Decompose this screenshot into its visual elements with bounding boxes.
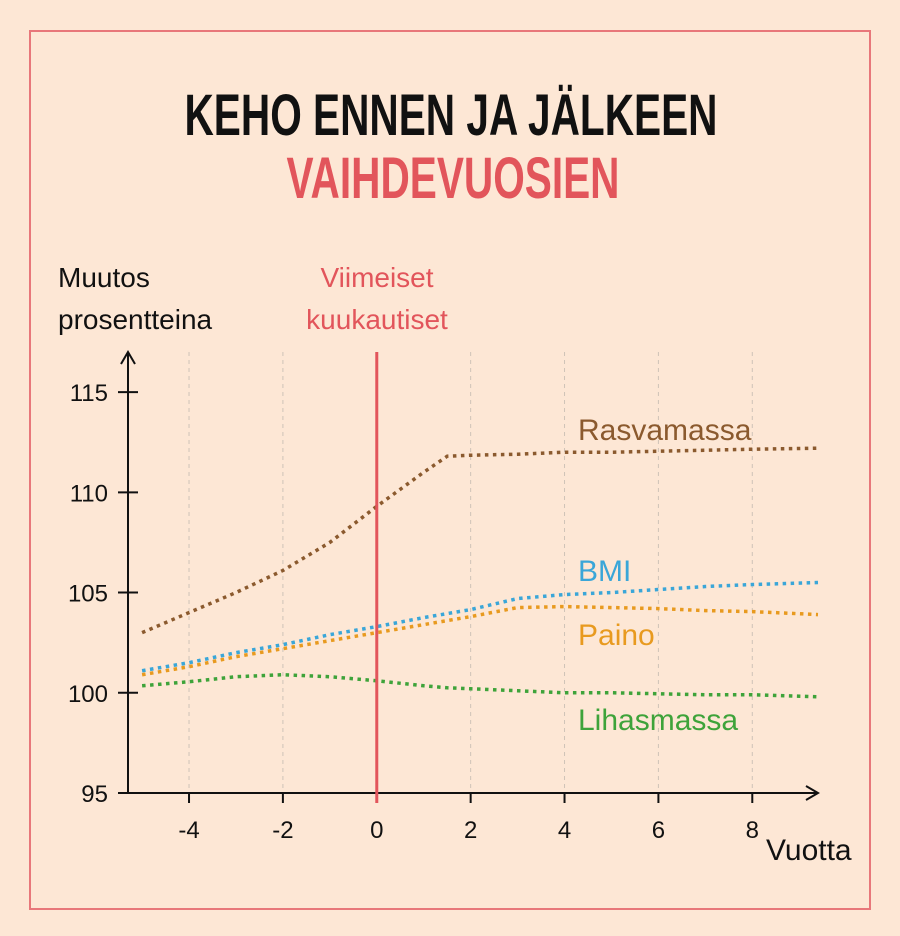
chart-subtitle: VAIHDEVUOSIEN [287, 146, 620, 211]
x-tick-label: -2 [272, 817, 293, 844]
series-line [141, 604, 819, 677]
chart-title: KEHO ENNEN JA JÄLKEEN [185, 83, 718, 148]
series-label: BMI [578, 555, 631, 588]
x-tick-label: -4 [178, 817, 199, 844]
x-axis [128, 785, 820, 801]
series-label: Lihasmassa [578, 704, 738, 737]
y-tick-label: 115 [70, 380, 108, 407]
y-tick-label: 100 [68, 681, 108, 708]
x-tick-label: 4 [558, 817, 571, 844]
annotation-label: Viimeiset kuukautiset [306, 262, 448, 335]
series-line [141, 446, 819, 635]
y-axis-label: Muutos prosentteina [58, 262, 213, 335]
y-tick-label: 105 [68, 581, 108, 608]
frame [29, 30, 871, 910]
y-axis [120, 350, 136, 793]
series-label: Rasvamassa [578, 414, 752, 447]
x-tick-label: 6 [652, 817, 665, 844]
x-tick-label: 0 [370, 817, 383, 844]
x-tick-label: 2 [464, 817, 477, 844]
series-label: Paino [578, 619, 655, 652]
y-tick-label: 110 [70, 480, 108, 507]
series-line [141, 580, 819, 673]
x-tick-label: 8 [746, 817, 759, 844]
y-tick-label: 95 [81, 781, 108, 808]
x-axis-label: Vuotta [766, 834, 852, 867]
